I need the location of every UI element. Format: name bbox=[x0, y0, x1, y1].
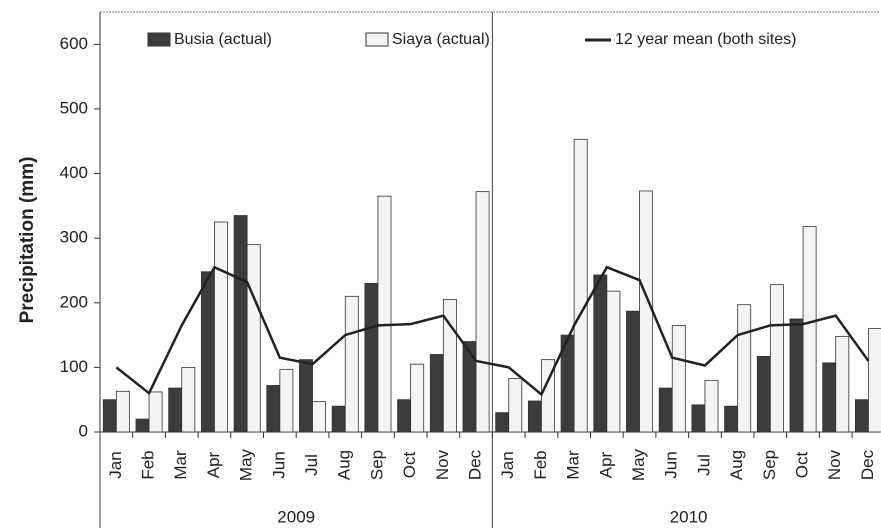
bar bbox=[200, 271, 215, 433]
x-tick-label: Apr bbox=[596, 451, 615, 478]
bar bbox=[822, 362, 837, 433]
bar bbox=[769, 284, 784, 433]
bar bbox=[410, 363, 425, 433]
legend-label: Busia (actual) bbox=[174, 31, 272, 48]
bar bbox=[835, 335, 850, 433]
bar bbox=[606, 290, 621, 433]
x-tick-label: May bbox=[237, 448, 256, 481]
legend-label: 12 year mean (both sites) bbox=[615, 31, 796, 48]
bar bbox=[312, 401, 327, 433]
bar bbox=[344, 295, 359, 433]
x-tick-label: Sep bbox=[760, 450, 779, 480]
bar bbox=[115, 390, 130, 433]
x-tick-label: Dec bbox=[466, 449, 485, 480]
bar bbox=[475, 191, 490, 433]
x-tick-label: Oct bbox=[400, 452, 419, 479]
bar bbox=[377, 195, 392, 433]
bar bbox=[331, 405, 346, 433]
y-tick-label: 200 bbox=[60, 292, 88, 311]
bar bbox=[704, 379, 719, 433]
x-tick-label: Jan bbox=[498, 451, 517, 478]
bar bbox=[573, 138, 588, 433]
y-tick-label: 100 bbox=[60, 357, 88, 376]
x-tick-label: Jul bbox=[694, 454, 713, 476]
y-tick-label: 400 bbox=[60, 163, 88, 182]
mean-line bbox=[115, 265, 870, 397]
bar bbox=[593, 274, 608, 433]
bar bbox=[246, 244, 261, 433]
x-tick-label: Feb bbox=[531, 450, 550, 479]
x-tick-label: Nov bbox=[433, 449, 452, 480]
bar bbox=[148, 391, 163, 433]
x-tick-label: Feb bbox=[139, 450, 158, 479]
bar bbox=[508, 377, 523, 433]
x-tick-label: Jun bbox=[269, 451, 288, 478]
x-tick-label: Jul bbox=[302, 454, 321, 476]
x-tick-label: Mar bbox=[564, 450, 583, 480]
bar bbox=[168, 387, 183, 433]
y-tick-label: 0 bbox=[79, 421, 88, 440]
bar bbox=[135, 418, 150, 433]
y-tick-label: 500 bbox=[60, 98, 88, 117]
bar bbox=[756, 355, 771, 433]
y-tick-label: 300 bbox=[60, 228, 88, 247]
x-tick-label: Dec bbox=[858, 449, 877, 480]
bar bbox=[266, 385, 281, 433]
bar bbox=[214, 221, 228, 433]
x-tick-label: May bbox=[629, 448, 648, 481]
y-axis-label: Precipitation (mm) bbox=[17, 157, 38, 324]
bar bbox=[658, 387, 673, 433]
bar bbox=[233, 215, 248, 433]
x-group-label: 2010 bbox=[670, 507, 708, 526]
bar bbox=[279, 368, 294, 433]
bar bbox=[442, 299, 457, 433]
bar bbox=[737, 304, 752, 433]
x-group-label: 2009 bbox=[277, 507, 315, 526]
bar bbox=[639, 190, 654, 433]
bar bbox=[868, 328, 881, 433]
y-tick-label: 600 bbox=[60, 34, 88, 53]
bar bbox=[527, 400, 542, 433]
bar bbox=[626, 310, 640, 433]
bar bbox=[691, 404, 706, 433]
bar bbox=[724, 405, 739, 433]
x-tick-label: Jan bbox=[106, 451, 125, 478]
bar bbox=[495, 412, 510, 433]
bar bbox=[102, 399, 117, 433]
x-tick-label: Sep bbox=[367, 450, 386, 480]
x-tick-label: Oct bbox=[793, 452, 812, 479]
bar bbox=[854, 399, 869, 433]
x-tick-label: Aug bbox=[335, 450, 354, 480]
bar bbox=[429, 354, 444, 433]
bar bbox=[802, 226, 817, 433]
bar bbox=[462, 341, 477, 433]
bar bbox=[299, 359, 313, 433]
x-tick-label: Jun bbox=[662, 451, 681, 478]
bar bbox=[364, 282, 379, 433]
legend-swatch bbox=[147, 32, 171, 47]
legend-swatch bbox=[365, 32, 389, 47]
legend-label: Siaya (actual) bbox=[392, 31, 490, 48]
bar bbox=[397, 399, 412, 433]
bar bbox=[181, 366, 196, 433]
bar bbox=[789, 318, 804, 433]
x-tick-label: Apr bbox=[204, 451, 223, 478]
bar bbox=[671, 324, 686, 433]
x-tick-label: Nov bbox=[825, 449, 844, 480]
x-tick-label: Mar bbox=[171, 450, 190, 480]
x-tick-label: Aug bbox=[727, 450, 746, 480]
